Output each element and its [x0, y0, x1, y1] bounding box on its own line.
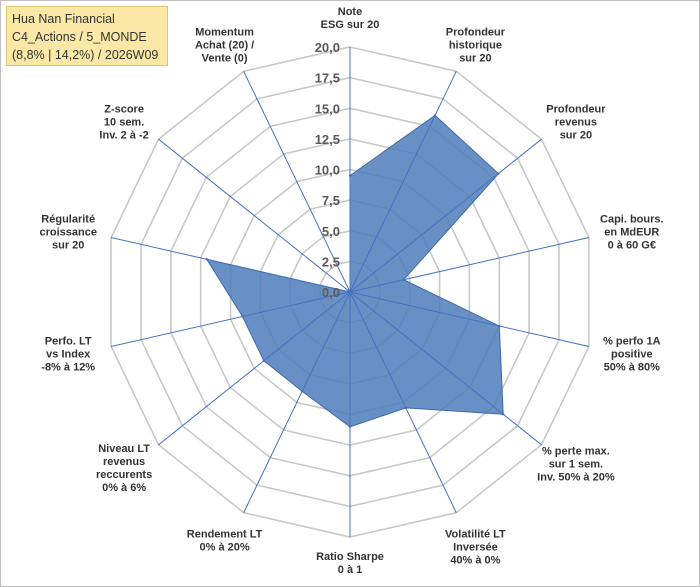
axis-label-11-line-0: Régularité [41, 213, 95, 225]
tick-label-3: 7,5 [322, 193, 340, 208]
axis-label-12-line-2: Inv. 2 à -2 [99, 129, 148, 141]
axis-label-2-line-1: revenus [555, 116, 597, 128]
spoke-8 [243, 291, 351, 513]
tick-label-7: 17,5 [315, 71, 340, 86]
tick-label-5: 12,5 [315, 132, 340, 147]
axis-label-10-line-1: vs Index [46, 349, 91, 361]
spoke-4 [349, 291, 590, 347]
axis-label-5-line-2: Inv. 50% à 20% [537, 472, 615, 484]
axis-label-11-line-2: sur 20 [52, 239, 84, 251]
axis-label-8-line-1: 0% à 20% [200, 541, 250, 553]
axis-label-10-line-0: Perfo. LT [45, 336, 92, 348]
axis-label-3-line-2: 0 à 60 G€ [608, 239, 656, 251]
tick-label-8: 20,0 [315, 40, 340, 55]
chart-title-box: Hua Nan Financial C4_Actions / 5_MONDE (… [6, 6, 168, 66]
spoke-2 [349, 138, 542, 293]
axis-label-7-line-0: Ratio Sharpe [316, 551, 384, 563]
axis-label-10-line-2: -8% à 12% [41, 362, 95, 374]
axis-label-3-line-0: Capi. bours. [600, 213, 664, 225]
axis-label-12-line-1: 10 sem. [104, 116, 144, 128]
axis-label-9-line-2: reccurents [96, 469, 152, 481]
axis-label-4-line-0: % perfo 1A [603, 336, 661, 348]
spoke-10 [110, 291, 351, 347]
axis-label-8-line-0: Rendement LT [187, 528, 263, 540]
tick-label-2: 5,0 [322, 224, 340, 239]
axis-label-3-line-1: en MdEUR [604, 226, 659, 238]
axis-label-6-line-2: 40% à 0% [450, 554, 500, 566]
spoke-1 [349, 71, 457, 293]
axis-label-2-line-0: Profondeur [546, 103, 606, 115]
axis-label-11-line-1: croissance [39, 226, 96, 238]
tick-label-4: 10,0 [315, 163, 340, 178]
spoke-11 [110, 237, 351, 293]
tick-label-0: 0,0 [322, 285, 340, 300]
axis-label-6-line-1: Inversée [453, 541, 498, 553]
spoke-9 [158, 291, 351, 446]
axis-label-12-line-0: Z-score [104, 103, 144, 115]
spoke-3 [349, 237, 590, 293]
tick-label-6: 15,0 [315, 101, 340, 116]
axis-label-13-line-1: Achat (20) / [195, 40, 254, 52]
spoke-5 [349, 291, 542, 446]
title-line-1: Hua Nan Financial [12, 12, 115, 26]
title-line-3: (8,8% | 14,2%) / 2026W09 [12, 48, 159, 62]
axis-label-7-line-1: 0 à 1 [338, 564, 362, 576]
spoke-6 [349, 291, 457, 513]
axis-label-9-line-0: Niveau LT [98, 443, 150, 455]
axis-label-0-line-1: ESG sur 20 [321, 19, 380, 31]
axis-label-9-line-3: 0% à 6% [102, 482, 146, 494]
axis-label-5-line-0: % perte max. [542, 446, 610, 458]
axis-label-2-line-2: sur 20 [560, 129, 592, 141]
axis-label-4-line-1: positive [611, 349, 653, 361]
axis-label-1-line-2: sur 20 [459, 53, 491, 65]
tick-label-1: 2,5 [322, 254, 340, 269]
title-line-2: C4_Actions / 5_MONDE [12, 30, 147, 44]
spoke-13 [243, 71, 351, 293]
axis-label-0-line-0: Note [338, 6, 362, 18]
axis-label-1-line-0: Profondeur [446, 27, 506, 39]
axis-label-1-line-1: historique [449, 40, 502, 52]
data-area [205, 114, 504, 428]
axis-label-5-line-1: sur 1 sem. [549, 459, 603, 471]
axis-label-6-line-0: Volatilité LT [445, 528, 506, 540]
axis-label-9-line-1: revenus [103, 456, 145, 468]
axis-label-13-line-2: Vente (0) [202, 53, 248, 65]
axis-label-4-line-2: 50% à 80% [604, 362, 660, 374]
axis-label-13-line-0: Momentum [195, 27, 254, 39]
spoke-12 [158, 138, 351, 293]
